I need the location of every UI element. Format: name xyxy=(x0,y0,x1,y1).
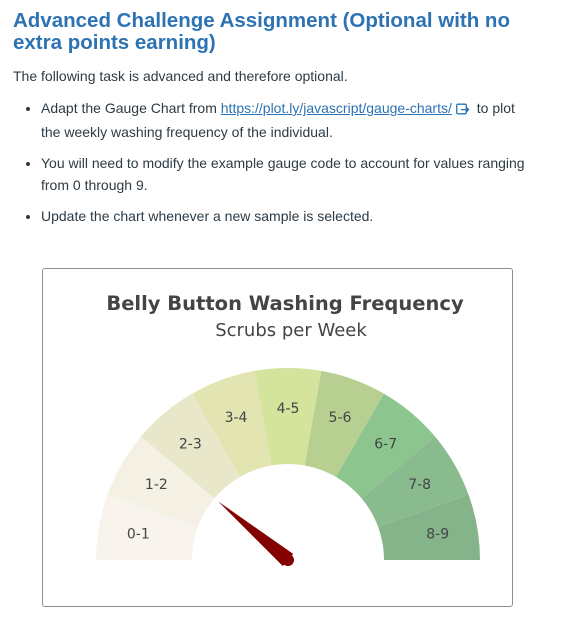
gauge-chart-svg: Belly Button Washing Frequency Scrubs pe… xyxy=(43,269,514,608)
chart-subtitle: Scrubs per Week xyxy=(215,320,367,341)
gauge-label-0-1: 0-1 xyxy=(127,527,150,543)
gauge-label-6-7: 6-7 xyxy=(374,437,397,453)
gauge-label-5-6: 5-6 xyxy=(329,410,352,426)
external-link-icon[interactable] xyxy=(456,99,470,121)
gauge-charts-link[interactable]: https://plot.ly/javascript/gauge-charts/ xyxy=(221,100,452,116)
task-1-text-start: Adapt the Gauge Chart from xyxy=(41,100,221,116)
gauge-needle-hub xyxy=(282,554,294,566)
gauge-needle-pointer xyxy=(218,502,293,567)
gauge-segments xyxy=(96,368,480,560)
gauge-label-1-2: 1-2 xyxy=(145,477,168,493)
list-item: Adapt the Gauge Chart from https://plot.… xyxy=(41,97,533,143)
gauge-needle xyxy=(218,502,294,567)
gauge-chart: Belly Button Washing Frequency Scrubs pe… xyxy=(42,268,513,607)
gauge-label-3-4: 3-4 xyxy=(225,410,248,426)
list-item: You will need to modify the example gaug… xyxy=(41,152,533,196)
gauge-label-7-8: 7-8 xyxy=(408,477,431,493)
page-title: Advanced Challenge Assignment (Optional … xyxy=(13,10,533,54)
chart-title: Belly Button Washing Frequency xyxy=(106,292,464,315)
intro-text: The following task is advanced and there… xyxy=(13,67,348,85)
task-list: Adapt the Gauge Chart from https://plot.… xyxy=(13,97,533,236)
gauge-label-4-5: 4-5 xyxy=(277,401,300,417)
gauge-label-2-3: 2-3 xyxy=(179,437,202,453)
gauge-label-8-9: 8-9 xyxy=(426,527,449,543)
list-item: Update the chart whenever a new sample i… xyxy=(41,205,533,227)
